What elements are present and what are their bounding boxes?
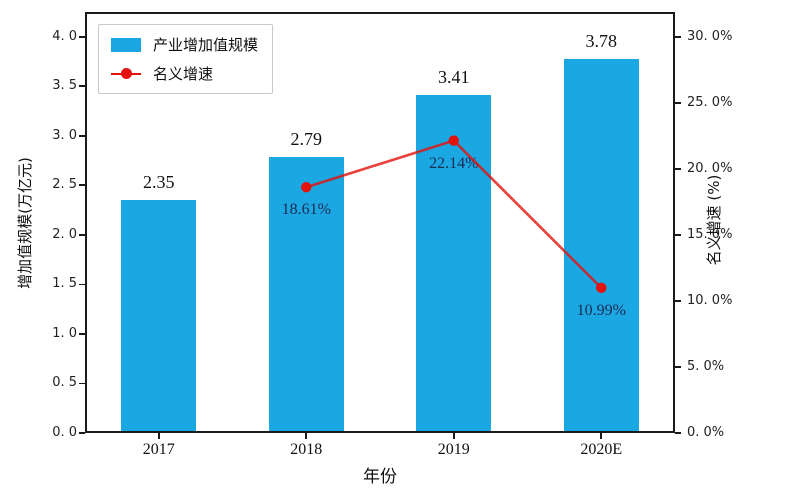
x-tick-mark xyxy=(452,433,455,439)
left-tick-label: 1. 0 xyxy=(52,325,77,341)
legend-item-line: 名义增速 xyxy=(111,63,258,84)
right-axis-title: 名义增速 (%) xyxy=(705,174,723,266)
right-tick-label: 20. 0% xyxy=(687,160,733,176)
right-tick-label: 15. 0% xyxy=(687,226,733,242)
line-series-swatch-icon xyxy=(111,67,141,81)
right-tick-mark xyxy=(675,300,681,302)
left-tick-mark xyxy=(79,382,85,385)
right-tick-mark xyxy=(675,167,681,170)
left-tick-mark xyxy=(79,432,85,434)
bar-value-label: 2.35 xyxy=(143,172,175,193)
right-tick-mark xyxy=(675,233,681,236)
line-point-label: 18.61% xyxy=(281,201,331,219)
bar-value-label: 3.78 xyxy=(585,30,618,51)
line-point-label: 10.99% xyxy=(576,301,626,319)
left-tick-mark xyxy=(79,134,85,137)
left-tick-label: 4. 0 xyxy=(52,28,77,44)
x-tick-label: 2020E xyxy=(580,441,623,458)
bar xyxy=(416,95,492,431)
left-tick-mark xyxy=(79,283,85,286)
x-tick-mark xyxy=(305,433,308,439)
left-tick-label: 3. 5 xyxy=(52,78,77,94)
left-tick-mark xyxy=(79,184,85,187)
line-point-label: 22.14% xyxy=(429,154,479,172)
left-tick-mark xyxy=(79,35,85,38)
right-tick-label: 10. 0% xyxy=(687,292,733,308)
bar xyxy=(563,58,639,431)
bar-value-label: 2.79 xyxy=(290,128,323,149)
right-tick-label: 30. 0% xyxy=(687,28,733,44)
right-tick-label: 25. 0% xyxy=(687,94,733,110)
bar xyxy=(121,200,197,431)
left-tick-mark xyxy=(79,233,85,236)
right-tick-label: 0. 0% xyxy=(687,425,725,440)
legend-label-bar: 产业增加值规模 xyxy=(153,36,259,54)
x-axis-title: 年份 xyxy=(363,467,397,487)
right-tick-mark xyxy=(675,35,681,38)
x-tick-mark xyxy=(600,433,603,439)
x-tick-label: 2017 xyxy=(142,441,175,458)
left-tick-label: 1. 5 xyxy=(52,276,77,292)
left-tick-mark xyxy=(79,333,85,335)
bar-value-label: 3.41 xyxy=(438,67,470,88)
x-tick-mark xyxy=(157,433,160,439)
left-tick-label: 0. 0 xyxy=(52,425,77,440)
x-tick-label: 2019 xyxy=(437,441,470,458)
right-tick-label: 5. 0% xyxy=(687,358,725,374)
left-tick-label: 2. 5 xyxy=(52,177,77,193)
x-tick-label: 2018 xyxy=(290,441,323,458)
bar xyxy=(268,156,344,431)
left-tick-mark xyxy=(79,85,85,88)
legend: 产业增加值规模 名义增速 xyxy=(98,24,274,94)
right-tick-mark xyxy=(675,101,681,104)
bar-series-swatch-icon xyxy=(111,37,141,52)
right-tick-mark xyxy=(675,366,681,368)
legend-item-bar: 产业增加值规模 xyxy=(111,34,258,55)
left-tick-label: 0. 5 xyxy=(52,375,77,391)
left-tick-label: 2. 0 xyxy=(52,226,77,242)
left-tick-label: 3. 0 xyxy=(52,127,77,143)
legend-label-line: 名义增速 xyxy=(153,65,214,83)
left-axis-title: 增加值规模(万亿元) xyxy=(16,157,34,289)
right-tick-mark xyxy=(675,432,681,434)
